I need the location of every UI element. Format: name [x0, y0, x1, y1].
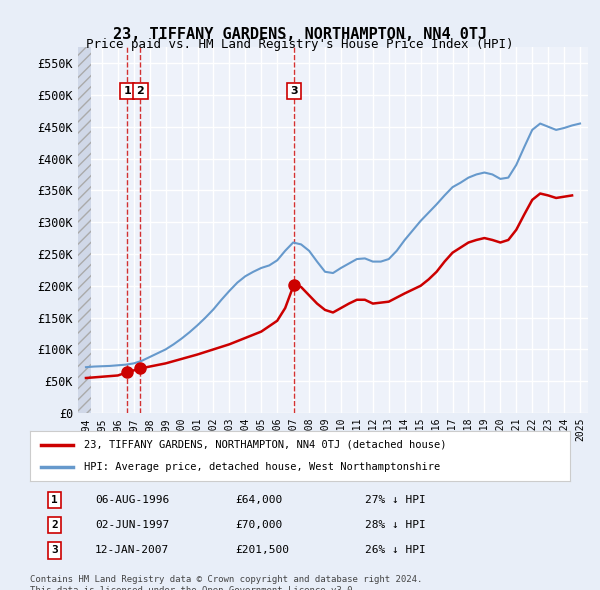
Text: 26% ↓ HPI: 26% ↓ HPI	[365, 545, 425, 555]
Text: 02-JUN-1997: 02-JUN-1997	[95, 520, 169, 530]
Text: 28% ↓ HPI: 28% ↓ HPI	[365, 520, 425, 530]
Text: 2: 2	[51, 520, 58, 530]
Text: 3: 3	[51, 545, 58, 555]
Text: 23, TIFFANY GARDENS, NORTHAMPTON, NN4 0TJ: 23, TIFFANY GARDENS, NORTHAMPTON, NN4 0T…	[113, 27, 487, 41]
Text: Price paid vs. HM Land Registry's House Price Index (HPI): Price paid vs. HM Land Registry's House …	[86, 38, 514, 51]
Bar	[78, 47, 91, 413]
Text: £64,000: £64,000	[235, 495, 283, 505]
Text: 1: 1	[124, 86, 131, 96]
Text: 12-JAN-2007: 12-JAN-2007	[95, 545, 169, 555]
Text: £201,500: £201,500	[235, 545, 289, 555]
Text: HPI: Average price, detached house, West Northamptonshire: HPI: Average price, detached house, West…	[84, 462, 440, 472]
Text: £70,000: £70,000	[235, 520, 283, 530]
Text: 2: 2	[137, 86, 145, 96]
Text: 23, TIFFANY GARDENS, NORTHAMPTON, NN4 0TJ (detached house): 23, TIFFANY GARDENS, NORTHAMPTON, NN4 0T…	[84, 440, 446, 450]
Text: 06-AUG-1996: 06-AUG-1996	[95, 495, 169, 505]
Text: 1: 1	[51, 495, 58, 505]
Text: Contains HM Land Registry data © Crown copyright and database right 2024.
This d: Contains HM Land Registry data © Crown c…	[30, 575, 422, 590]
Text: 3: 3	[290, 86, 298, 96]
Text: 27% ↓ HPI: 27% ↓ HPI	[365, 495, 425, 505]
